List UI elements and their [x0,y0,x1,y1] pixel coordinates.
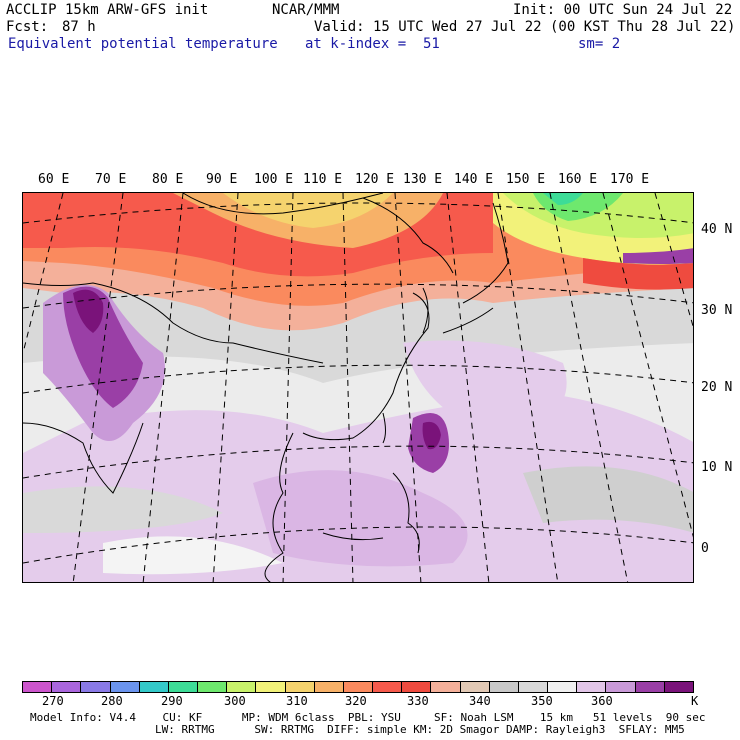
colorbar-cell-9 [285,682,315,692]
lon-label-60e: 60 E [38,172,70,187]
coast-japan-south [442,307,494,334]
colorbar-cell-5 [168,682,199,692]
lon-label-130e: 130 E [403,172,443,187]
colorbar-cell-0 [23,682,53,692]
lon-label-120e: 120 E [355,172,395,187]
lon-label-100e: 100 E [254,172,294,187]
colorbar-cell-8 [256,682,286,692]
smoothing-label: sm= 2 [578,36,621,52]
colorbar-cell-7 [227,682,257,692]
boundary-mongolia [182,193,384,215]
theta-e-map [22,192,694,583]
colorbar-cell-17 [518,682,549,692]
tick-unit-k: K [691,694,699,708]
map-canvas [23,193,693,582]
model-info-line1: Model Info: V4.4 CU: KF MP: WDM 6class P… [30,711,706,724]
yellow-patch [223,193,393,228]
lon-label-110e: 110 E [303,172,343,187]
coast-philippines [392,472,420,554]
magenta-ne-strip [623,248,693,264]
lat-label-10n: 10 N [701,460,733,475]
colorbar-cell-22 [664,682,693,692]
forecast-label: Fcst: [6,19,49,35]
center-label: NCAR/MMM [272,2,340,18]
colorbar-cell-14 [431,682,461,692]
boundary-manchuria [362,197,454,274]
colorbar-cell-6 [198,682,228,692]
grey-streak-east [523,466,693,533]
colorbar-cell-10 [314,682,344,692]
init-time: Init: 00 UTC Sun 24 Jul 22 [513,2,733,18]
grid-lon-160e [602,193,693,538]
lavender-west-pacific [403,340,567,433]
colorbar-cell-2 [81,682,111,692]
typhoon-core [422,421,441,450]
field-name: Equivalent potential temperature [8,36,278,52]
lon-label-150e: 150 E [506,172,546,187]
lon-label-70e: 70 E [95,172,127,187]
model-title: ACCLIP 15km ARW-GFS init [6,2,209,18]
teal-ne [543,193,583,205]
colorbar-cell-21 [635,682,665,692]
tick-360: 360 [591,694,613,708]
colorbar-cell-15 [460,682,490,692]
colorbar-cell-20 [606,682,636,692]
lon-label-80e: 80 E [152,172,184,187]
colorbar-cell-11 [343,682,374,692]
valid-time: Valid: 15 UTC Wed 27 Jul 22 (00 KST Thu … [314,19,736,35]
coast-japan [462,202,509,304]
colorbar-cell-1 [52,682,82,692]
tick-300: 300 [224,694,246,708]
level-index: at k-index = 51 [305,36,440,52]
lat-label-30n: 30 N [701,303,733,318]
coast-taiwan [382,412,386,444]
lon-label-140e: 140 E [454,172,494,187]
coast-india [23,422,144,494]
colorbar-cell-4 [139,682,169,692]
tick-350: 350 [531,694,553,708]
grid-lon-170e [654,193,693,328]
colorbar-cell-13 [402,682,432,692]
lat-label-40n: 40 N [701,222,733,237]
tick-310: 310 [286,694,308,708]
lavender-patch [253,470,468,567]
lon-label-170e: 170 E [610,172,650,187]
coast-borneo [322,532,384,541]
coastlines [23,193,509,582]
colorbar-cell-19 [577,682,607,692]
tick-270: 270 [42,694,64,708]
red-ne-strip [583,258,693,290]
lat-label-20n: 20 N [701,380,733,395]
colorbar-cell-12 [373,682,403,692]
coast-china [302,292,430,441]
colorbar [22,681,694,693]
tick-280: 280 [101,694,123,708]
model-info-line2: LW: RRTMG SW: RRTMG DIFF: simple KM: 2D … [155,723,685,736]
tick-290: 290 [161,694,183,708]
colorbar-cell-3 [110,682,140,692]
coast-indochina [264,432,294,582]
lon-label-160e: 160 E [558,172,598,187]
tick-330: 330 [407,694,429,708]
grey-streak-west [23,486,223,533]
lat-label-0: 0 [701,541,709,556]
tick-340: 340 [469,694,491,708]
colorbar-cell-16 [489,682,519,692]
lon-label-90e: 90 E [206,172,238,187]
graticule [23,193,693,582]
grid-lon-150e [549,193,629,582]
grid-lon-60e [23,193,64,354]
coast-korea [422,287,429,334]
white-streak [103,536,283,575]
colorbar-cell-18 [548,682,578,692]
tick-320: 320 [345,694,367,708]
boundary-himalaya [23,282,324,364]
forecast-hour: 87 h [62,19,96,35]
